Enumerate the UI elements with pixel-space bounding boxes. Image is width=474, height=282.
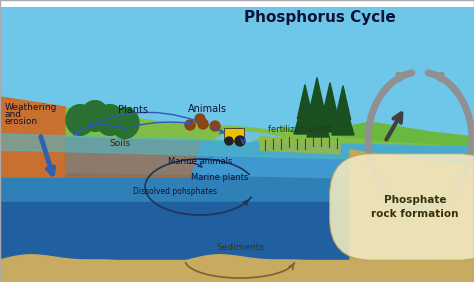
Bar	[0, 10, 474, 24]
Text: and: and	[5, 110, 22, 119]
Bar	[0, 0, 474, 14]
Bar	[0, 13, 474, 27]
Polygon shape	[78, 125, 82, 134]
Bar	[0, 9, 474, 23]
Polygon shape	[186, 123, 194, 127]
Text: Dissolved pohsphates: Dissolved pohsphates	[133, 188, 217, 197]
Bar	[0, 5, 474, 19]
Polygon shape	[0, 0, 474, 162]
Polygon shape	[123, 129, 127, 137]
Polygon shape	[211, 124, 219, 128]
Polygon shape	[306, 89, 328, 127]
Polygon shape	[0, 202, 350, 282]
Polygon shape	[108, 125, 112, 134]
Bar	[0, 1, 474, 16]
Bar	[0, 6, 474, 20]
Polygon shape	[0, 134, 474, 162]
Polygon shape	[322, 83, 337, 117]
Polygon shape	[335, 86, 351, 120]
Text: Phosphate
rock formation: Phosphate rock formation	[371, 195, 459, 219]
Polygon shape	[280, 122, 474, 152]
Polygon shape	[332, 97, 354, 135]
Polygon shape	[199, 122, 207, 126]
Text: Marine animals: Marine animals	[168, 158, 232, 166]
Polygon shape	[65, 137, 200, 177]
Polygon shape	[0, 0, 474, 162]
Polygon shape	[297, 85, 313, 119]
Circle shape	[185, 120, 195, 130]
Polygon shape	[310, 88, 326, 122]
Polygon shape	[196, 117, 204, 121]
Polygon shape	[319, 94, 341, 132]
Text: Plants: Plants	[118, 105, 148, 115]
Circle shape	[225, 137, 233, 145]
Text: Marine plants: Marine plants	[191, 173, 249, 182]
Polygon shape	[0, 172, 474, 282]
Bar	[0, 1, 474, 15]
Bar	[0, 10, 474, 25]
Text: Sediments: Sediments	[216, 243, 264, 252]
Text: Phosphorus Cycle: Phosphorus Cycle	[244, 10, 396, 25]
Bar	[0, 12, 474, 26]
Bar	[0, 0, 474, 7]
Polygon shape	[0, 97, 474, 177]
Bar	[0, 3, 474, 17]
Text: Animals: Animals	[188, 104, 227, 114]
Text: Weathering: Weathering	[5, 103, 57, 112]
Polygon shape	[0, 97, 65, 177]
Text: erosion: erosion	[5, 117, 38, 126]
Polygon shape	[0, 137, 474, 177]
Circle shape	[198, 119, 208, 129]
Bar	[0, 4, 474, 18]
Polygon shape	[0, 177, 474, 282]
Bar	[0, 2, 474, 16]
Polygon shape	[215, 131, 265, 142]
Polygon shape	[307, 99, 329, 137]
Polygon shape	[81, 101, 109, 131]
Polygon shape	[0, 255, 474, 282]
Polygon shape	[96, 105, 124, 135]
Bar	[0, 13, 474, 27]
Text: Soils: Soils	[109, 140, 130, 149]
Polygon shape	[93, 122, 97, 130]
FancyBboxPatch shape	[224, 128, 244, 141]
Polygon shape	[111, 108, 139, 138]
Bar	[0, 7, 474, 21]
Polygon shape	[0, 260, 474, 282]
Bar	[0, 6, 474, 21]
Polygon shape	[350, 150, 474, 282]
Circle shape	[210, 121, 220, 131]
Polygon shape	[294, 96, 316, 134]
Polygon shape	[310, 78, 325, 112]
Text: fertilizer runoff: fertilizer runoff	[268, 124, 331, 133]
Circle shape	[195, 114, 205, 124]
Bar	[0, 8, 474, 22]
Polygon shape	[260, 137, 340, 154]
Bar	[0, 3, 474, 17]
Bar	[0, 8, 474, 23]
Circle shape	[235, 136, 245, 146]
Polygon shape	[0, 137, 474, 282]
Polygon shape	[66, 105, 94, 135]
Bar	[0, 11, 474, 25]
Polygon shape	[230, 131, 280, 137]
